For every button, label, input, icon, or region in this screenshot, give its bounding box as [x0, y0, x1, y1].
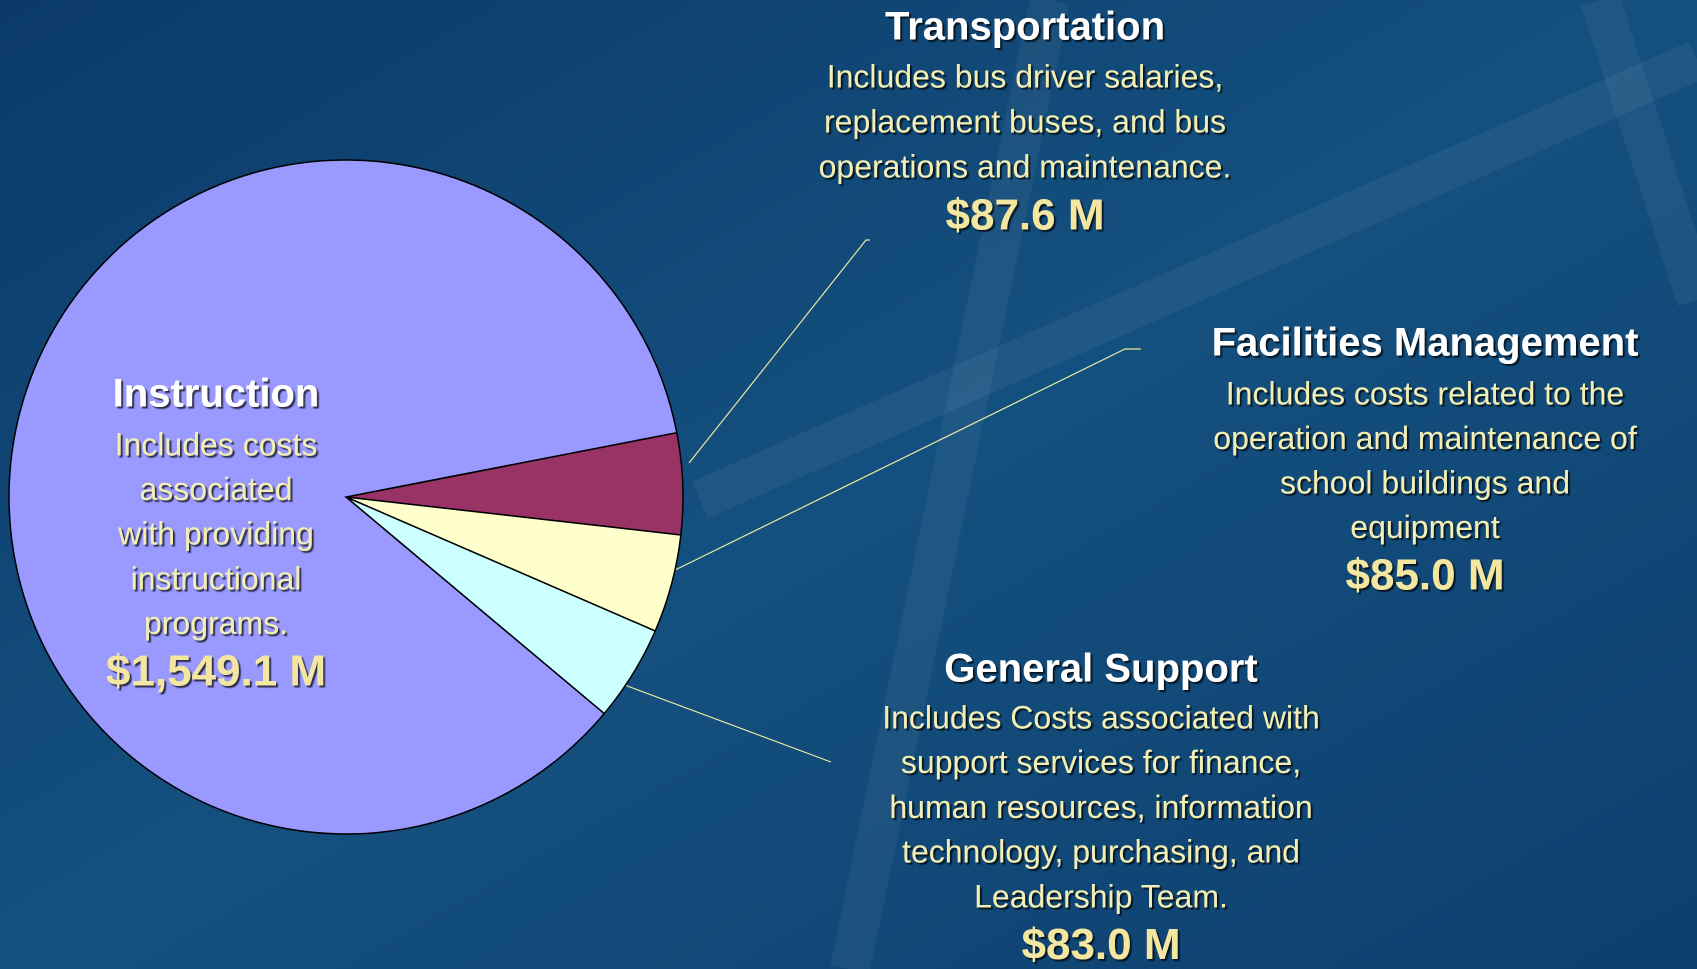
slice-label: Transportation Includes bus driver salari… [819, 5, 1232, 240]
description-line: operations and maintenance. [819, 148, 1232, 184]
value-label: $85.0 M [1346, 551, 1505, 600]
category-label: General Support [944, 647, 1257, 691]
slice-label: General Support Includes Costs associated… [882, 647, 1320, 969]
description-line: operation and maintenance of [1213, 420, 1637, 456]
description-line: equipment [1350, 509, 1500, 545]
leader-line [621, 683, 832, 763]
leader-lines [621, 239, 1141, 763]
pie [8, 159, 684, 835]
labels: Transportation Includes bus driver salari… [106, 5, 1638, 969]
value-label: $1,549.1 M [106, 647, 326, 696]
pie-slice [8, 159, 678, 835]
category-label: Transportation [885, 5, 1165, 49]
value-label: $87.6 M [946, 191, 1105, 240]
description-line: Includes costs [115, 426, 318, 462]
description-line: Includes costs related to the [1226, 375, 1624, 411]
description-line: Includes Costs associated with [882, 699, 1320, 735]
value-label: $83.0 M [1022, 920, 1181, 969]
slice-label: Instruction Includes costs associated with … [106, 372, 326, 696]
description-line: instructional [131, 560, 302, 596]
background-decor [691, 0, 1697, 969]
description-line: school buildings and [1280, 464, 1570, 500]
description-line: associated [140, 471, 293, 507]
description-line: replacement buses, and bus [824, 103, 1226, 139]
description-line: support services for finance, [901, 744, 1301, 780]
slice-label: Facilities Management Includes costs rela… [1212, 321, 1639, 600]
description-line: human resources, information [889, 789, 1312, 825]
category-label: Instruction [113, 372, 320, 416]
description-line: technology, purchasing, and [902, 834, 1300, 870]
category-label: Facilities Management [1212, 321, 1639, 365]
leader-line [688, 239, 870, 464]
description-line: Leadership Team. [974, 878, 1228, 914]
description-line: programs. [144, 605, 288, 641]
description-line: Includes bus driver salaries, [827, 58, 1224, 94]
description-line: with providing [117, 516, 314, 552]
leader-line [672, 348, 1141, 572]
